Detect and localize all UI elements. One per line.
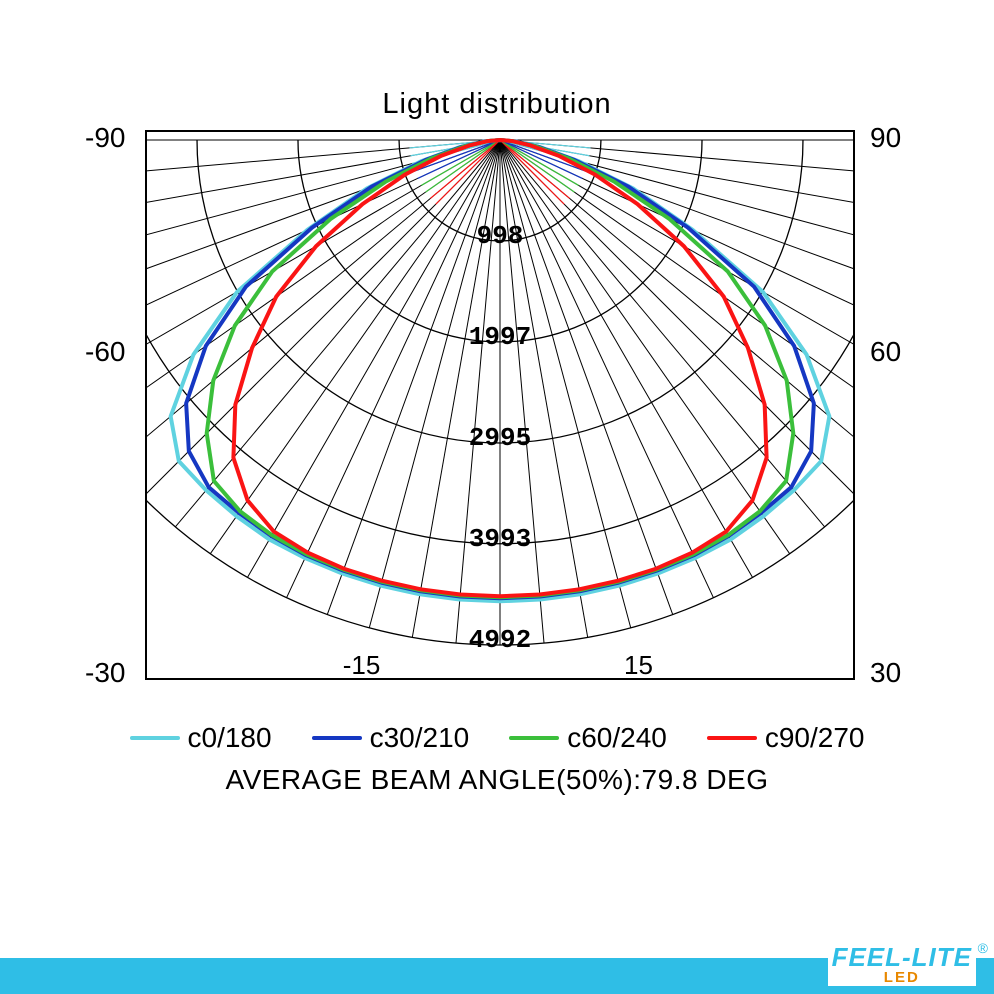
angle-label-pos60: 60 [870,336,901,368]
legend-label: c30/210 [370,722,470,754]
svg-text:3993: 3993 [469,524,531,554]
svg-text:1997: 1997 [469,322,531,352]
registered-mark: ® [978,940,988,956]
legend-label: c90/270 [765,722,865,754]
legend-item: c60/240 [509,722,667,754]
angle-label-neg60: -60 [85,336,125,368]
legend-item: c30/210 [312,722,470,754]
page-root: Light distribution 998 1997 2995 3993 4992 -1… [0,0,994,994]
chart-title: Light distribution [0,88,994,121]
legend-item: c90/270 [707,722,865,754]
svg-text:2995: 2995 [469,423,531,453]
angle-label-neg30: -30 [85,657,125,689]
svg-text:4992: 4992 [469,625,531,655]
footer-logo: FEEL-LITE LED ® [828,942,976,986]
legend-swatch [509,736,559,740]
legend: c0/180 c30/210 c60/240 c90/270 [0,722,994,754]
legend-label: c0/180 [188,722,272,754]
svg-text:998: 998 [477,221,524,251]
footer: FEEL-LITE LED ® [0,908,994,994]
legend-item: c0/180 [130,722,272,754]
angle-label-pos30: 30 [870,657,901,689]
polar-chart: 998 1997 2995 3993 4992 -15 15 [145,130,855,680]
svg-text:15: 15 [624,650,653,680]
legend-label: c60/240 [567,722,667,754]
svg-text:-15: -15 [343,650,381,680]
legend-swatch [312,736,362,740]
angle-label-neg90: -90 [85,122,125,154]
legend-swatch [130,736,180,740]
legend-swatch [707,736,757,740]
summary-text: AVERAGE BEAM ANGLE(50%):79.8 DEG [0,764,994,796]
angle-label-pos90: 90 [870,122,901,154]
